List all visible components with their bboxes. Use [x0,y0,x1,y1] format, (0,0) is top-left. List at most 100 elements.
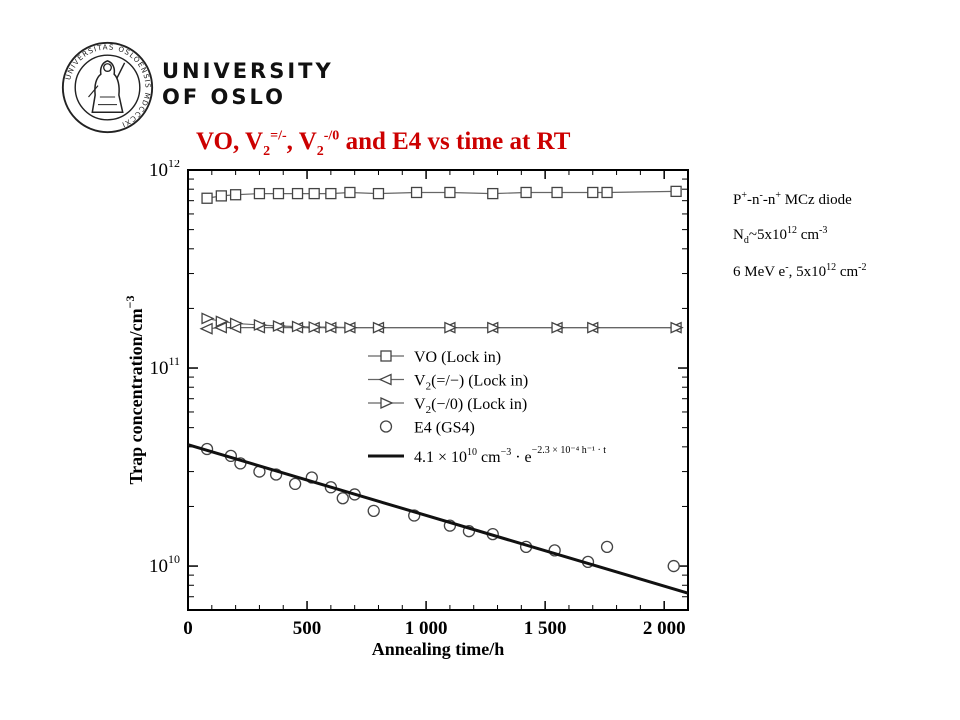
data-point [308,321,322,334]
data-point [308,187,320,200]
data-point [600,540,614,554]
data-point [253,187,266,200]
data-point [201,192,213,204]
info-text: 6 MeV e [733,264,786,280]
title-part: VO, V [196,128,264,155]
legend-label: E4 (GS4) [414,420,475,437]
info-text: P [733,192,742,208]
info-sup: - [785,262,789,273]
info-text: N [733,227,744,243]
data-point [229,317,244,330]
data-point [670,321,684,334]
info-sup: + [775,190,781,201]
legend-label: 4.1 × 1010 cm−3 · e−2.3 × 10⁻⁴ h⁻¹ · t [414,445,606,466]
data-point [272,320,287,333]
data-point [325,321,339,334]
info-line-irradiation: 6 MeV e-, 5x1012 cm-2 [733,262,866,281]
legend-marker [380,396,394,410]
title-part: and E4 vs time at RT [339,128,571,155]
data-point [670,185,682,198]
data-point [367,504,380,518]
legend-label: V2(=/−) (Lock in) [414,373,528,393]
title-sup: -/0 [323,128,340,144]
data-point [325,187,337,200]
data-point [444,186,456,199]
data-point [272,187,285,200]
data-point [253,318,267,331]
data-point [215,315,229,328]
x-tick-label: 0 [183,618,193,639]
data-point [372,321,387,334]
data-point [551,321,565,334]
info-sup: -3 [819,225,828,236]
y-tick-label: 1012 [149,160,180,181]
y-tick-label: 1010 [149,552,180,577]
info-sup: -2 [858,262,867,273]
legend-marker [379,420,393,433]
info-sup: 12 [826,262,837,273]
data-point [410,186,423,199]
data-point [444,321,458,334]
x-tick-label: 2 000 [643,618,686,639]
series-fit [187,443,689,595]
y-axis-label: Trap concentration/cm−3 [123,296,146,485]
trap-concentration-chart: 0 500 1 000 1 500 2 000 1010 1011 1012 Annealing… [123,160,689,659]
plot-frame [187,169,689,611]
title-sub: 2 [316,144,324,159]
legend-marker [380,350,392,362]
university-name-line1: UNIVERSITY [162,59,334,83]
data-point [213,321,227,334]
data-point [344,186,356,199]
info-sub: d [743,235,749,246]
legend-label: V2(−/0) (Lock in) [414,396,527,416]
data-point [520,186,532,199]
data-point [288,477,302,491]
data-point [344,321,358,334]
data-point [587,321,601,334]
info-text: , 5x10 [788,264,827,280]
slide-title: VO, V2=/-, V2-/0 and E4 vs time at RT [196,128,570,160]
data-point [487,321,501,334]
legend-item-v2-double-minus: V2(=/−) (Lock in) [368,373,528,393]
data-point [487,187,499,200]
legend-item-fit: 4.1 × 1010 cm−3 · e−2.3 × 10⁻⁴ h⁻¹ · t [368,445,606,466]
data-point [601,186,613,199]
info-text: MCz diode [780,192,852,208]
series-v2-minus-zero [201,312,684,334]
info-text: -n [762,192,776,208]
legend-item-v2-minus-zero: V2(−/0) (Lock in) [368,396,527,416]
info-text: -n [746,192,760,208]
y-tick-label: 1011 [149,354,180,379]
info-sup: 12 [786,225,797,236]
info-sup: - [759,190,763,201]
series-vo [201,185,682,204]
data-point [291,187,304,200]
legend-item-vo: VO (Lock in) [368,349,501,366]
title-part: , V [286,128,317,155]
data-point [372,187,385,200]
data-point [587,186,599,199]
data-point [199,322,213,335]
info-sup: + [741,190,747,201]
data-point [229,189,242,201]
x-tick-label: 1 500 [524,618,567,639]
data-point [215,190,227,202]
data-point [667,559,680,573]
info-text: ~5x10 [748,227,787,243]
title-sub: 2 [263,144,271,159]
university-name-line2: OF OSLO [162,85,286,109]
x-tick-label: 500 [293,618,322,639]
legend-label: VO (Lock in) [414,349,501,366]
info-line-diode: P+-n--n+ MCz diode [733,190,852,209]
legend-item-e4: E4 (GS4) [379,420,475,437]
legend: VO (Lock in) V2(=/−) (Lock in) V2(−/0) (Lo… [368,349,606,466]
university-name: UNIVERSITY OF OSLO [162,58,334,110]
x-axis-label: Annealing time/h [372,639,505,659]
data-point [551,186,563,199]
data-point [336,492,349,505]
data-point [201,312,215,325]
university-seal-logo: UNIVERSITAS OSLOENSIS MDCCCXI [61,41,154,134]
info-line-doping: Nd~5x1012 cm-3 [733,225,827,246]
legend-marker [378,373,392,386]
data-point [291,320,306,333]
